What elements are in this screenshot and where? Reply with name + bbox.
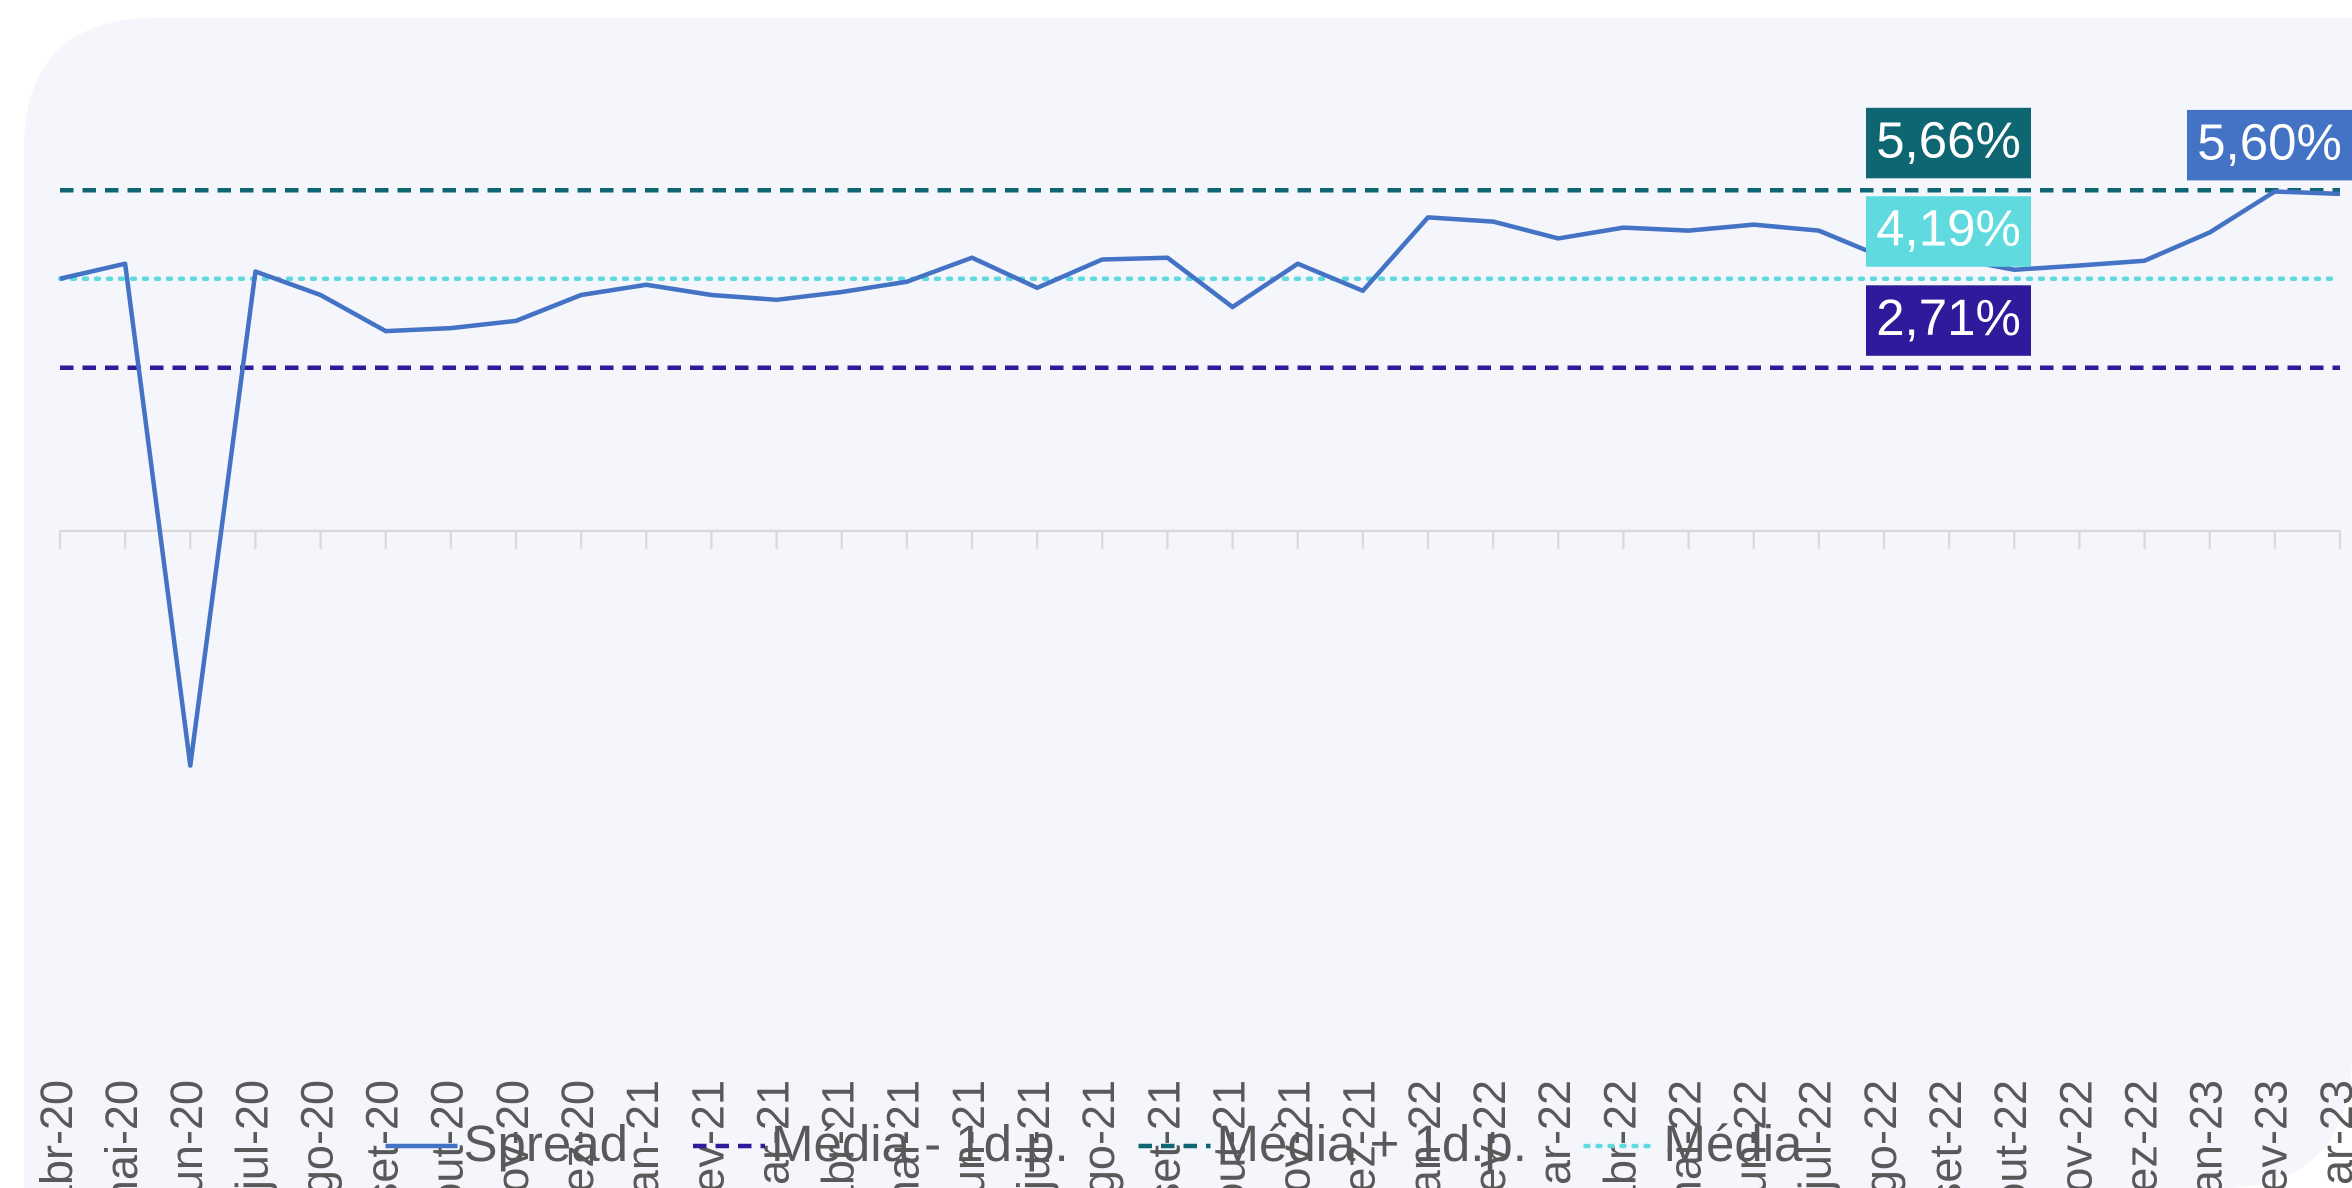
x-tick-label: mai-22 bbox=[1659, 1080, 1710, 1188]
x-tick-label: jan-23 bbox=[2181, 1080, 2232, 1188]
reference-label-box bbox=[1866, 107, 2031, 179]
x-tick-label: mar-23 bbox=[2311, 1080, 2352, 1188]
reference-label-box bbox=[1866, 196, 2031, 267]
x-tick-label: ago-21 bbox=[1073, 1080, 1124, 1188]
x-tick-label: ago-22 bbox=[1855, 1080, 1906, 1188]
legend-label: Spread bbox=[464, 1115, 628, 1172]
reference-label: 5,66% bbox=[1876, 111, 2021, 168]
x-tick-label: dez-22 bbox=[2115, 1080, 2166, 1188]
x-tick-label: jun-21 bbox=[943, 1080, 994, 1188]
x-tick-label: fev-21 bbox=[682, 1080, 733, 1188]
x-tick-label: out-20 bbox=[422, 1080, 473, 1188]
legend-label: Média - 1d.p. bbox=[771, 1115, 1069, 1172]
x-tick-label: dez-21 bbox=[1334, 1080, 1385, 1188]
x-tick-label: mai-20 bbox=[96, 1080, 147, 1188]
x-tick-label: dez-20 bbox=[552, 1080, 603, 1188]
x-tick-label: fev-22 bbox=[1464, 1080, 1515, 1188]
panel bbox=[24, 18, 2352, 1188]
x-tick-label: fev-23 bbox=[2246, 1080, 2297, 1188]
x-tick-label: set-22 bbox=[1920, 1080, 1971, 1188]
x-tick-label: jul-20 bbox=[226, 1080, 277, 1188]
x-tick-label: abr-20 bbox=[31, 1080, 82, 1188]
x-tick-label: nov-21 bbox=[1269, 1080, 1320, 1188]
x-tick-label: jun-22 bbox=[1725, 1080, 1776, 1188]
x-tick-label: nov-20 bbox=[487, 1080, 538, 1188]
x-tick-label: ago-20 bbox=[291, 1080, 342, 1188]
x-tick-label: nov-22 bbox=[2050, 1080, 2101, 1188]
x-tick-label: abr-22 bbox=[1594, 1080, 1645, 1188]
data-label-box bbox=[2187, 109, 2352, 181]
x-tick-label: jul-21 bbox=[1008, 1080, 1059, 1188]
x-tick-label: set-21 bbox=[1138, 1080, 1189, 1188]
reference-label: 2,71% bbox=[1876, 289, 2021, 346]
legend-label: Média bbox=[1664, 1115, 1804, 1172]
x-tick-label: jul-22 bbox=[1790, 1080, 1841, 1188]
x-tick-label: set-20 bbox=[357, 1080, 408, 1188]
reference-label: 4,19% bbox=[1876, 200, 2021, 257]
x-tick-label: mar-21 bbox=[747, 1080, 798, 1188]
x-tick-label: mar-22 bbox=[1529, 1080, 1580, 1188]
x-tick-label: out-22 bbox=[1985, 1080, 2036, 1188]
data-label: 5,60% bbox=[2197, 113, 2342, 170]
x-tick-label: mai-21 bbox=[878, 1080, 929, 1188]
x-tick-label: jun-20 bbox=[161, 1080, 212, 1188]
reference-label-box bbox=[1866, 285, 2031, 356]
x-tick-label: out-21 bbox=[1203, 1080, 1254, 1188]
legend-label: Média + 1d.p. bbox=[1217, 1115, 1527, 1172]
x-tick-label: abr-21 bbox=[813, 1080, 864, 1188]
x-tick-label: jan-22 bbox=[1399, 1080, 1450, 1188]
x-tick-label: jan-21 bbox=[617, 1080, 668, 1188]
